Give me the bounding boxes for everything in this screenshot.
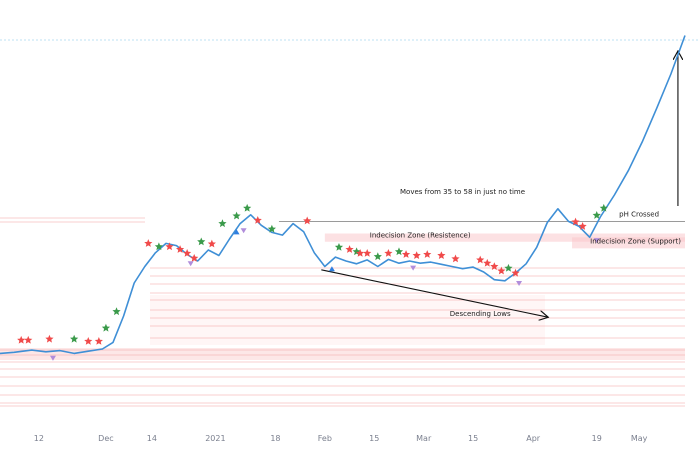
resistance-zone-label: Indecision Zone (Resistence)	[370, 231, 471, 239]
x-tick-label: Apr	[526, 434, 541, 443]
resistance-zone	[324, 233, 685, 242]
red-star-marker	[94, 337, 103, 345]
annotation-layer: Moves from 35 to 58 in just no time pH Cr…	[370, 188, 681, 318]
red-star-marker	[84, 337, 93, 345]
red-star-marker	[578, 222, 587, 230]
x-tick-label: May	[631, 434, 648, 443]
red-star-marker	[345, 245, 354, 253]
green-star-marker	[112, 307, 121, 316]
blue-up-triangle-marker	[233, 229, 240, 235]
red-star-marker	[356, 249, 365, 257]
descending-lows-label: Descending Lows	[450, 310, 511, 318]
price-line	[0, 35, 686, 355]
red-star-marker	[303, 216, 312, 225]
background-layer	[0, 39, 700, 407]
marker-layer	[17, 203, 608, 361]
x-tick-label: 18	[270, 434, 280, 443]
red-star-marker	[45, 334, 54, 343]
x-tick-label: Dec	[98, 434, 113, 443]
red-star-marker	[384, 249, 393, 257]
middle-level-band	[150, 295, 545, 345]
x-tick-label: 19	[592, 434, 602, 443]
purple-down-triangle-marker	[240, 228, 247, 234]
descending-lows-line	[321, 269, 547, 317]
red-star-marker	[24, 335, 33, 344]
support-zone-label: Indecision Zone (Support)	[590, 237, 681, 245]
x-tick-label: 14	[147, 434, 157, 443]
blue-up-triangle-marker	[328, 266, 335, 272]
green-star-marker	[334, 242, 344, 251]
red-star-marker	[207, 239, 216, 248]
green-star-marker	[504, 263, 513, 272]
red-star-marker	[451, 254, 460, 263]
green-star-marker	[232, 211, 241, 220]
green-star-marker	[599, 203, 608, 212]
x-tick-label: Feb	[318, 434, 332, 443]
red-star-marker	[175, 245, 185, 253]
x-tick-label: 2021	[205, 434, 225, 443]
green-star-marker	[243, 203, 252, 212]
red-star-marker	[401, 250, 411, 258]
series-layer	[0, 35, 686, 355]
red-star-marker	[183, 249, 192, 257]
zone-layer	[324, 233, 685, 249]
red-star-marker	[437, 251, 446, 259]
x-tick-label: Mar	[416, 434, 432, 443]
green-star-marker	[197, 237, 206, 246]
red-star-marker	[190, 253, 199, 262]
purple-down-triangle-marker	[49, 355, 56, 361]
red-star-marker	[165, 242, 174, 251]
green-star-marker	[592, 211, 601, 219]
red-star-marker	[17, 335, 26, 344]
x-tick-label: 15	[369, 434, 379, 443]
lower-level-band	[0, 348, 685, 360]
purple-down-triangle-marker	[187, 261, 194, 267]
green-star-marker	[101, 323, 111, 332]
purple-down-triangle-marker	[410, 265, 417, 271]
x-tick-label: 12	[34, 434, 44, 443]
breakout-annotation: Moves from 35 to 58 in just no time	[400, 188, 525, 196]
red-star-marker	[483, 258, 492, 267]
support-zone	[572, 237, 685, 249]
red-star-marker	[476, 255, 485, 264]
x-tick-label: 15	[468, 434, 478, 443]
green-star-marker	[218, 219, 227, 228]
red-star-marker	[412, 251, 421, 259]
ph-crossed-label: pH Crossed	[619, 210, 659, 218]
red-star-marker	[144, 239, 153, 247]
red-star-marker	[363, 249, 372, 257]
green-star-marker	[154, 242, 163, 251]
trend-line-layer	[278, 52, 685, 317]
green-star-marker	[267, 224, 276, 233]
purple-down-triangle-marker	[593, 238, 600, 244]
red-star-marker	[511, 268, 520, 277]
red-star-marker	[490, 262, 499, 270]
red-star-marker	[253, 216, 262, 224]
green-star-marker	[70, 334, 79, 343]
green-star-marker	[394, 247, 404, 256]
red-star-marker	[423, 250, 432, 258]
x-axis: 12 Dec 14 2021 18 Feb 15 Mar 15 Apr 19 May	[34, 434, 648, 443]
red-star-marker	[497, 266, 506, 275]
purple-down-triangle-marker	[516, 281, 523, 286]
red-star-marker	[571, 217, 580, 226]
green-star-marker	[373, 252, 382, 261]
